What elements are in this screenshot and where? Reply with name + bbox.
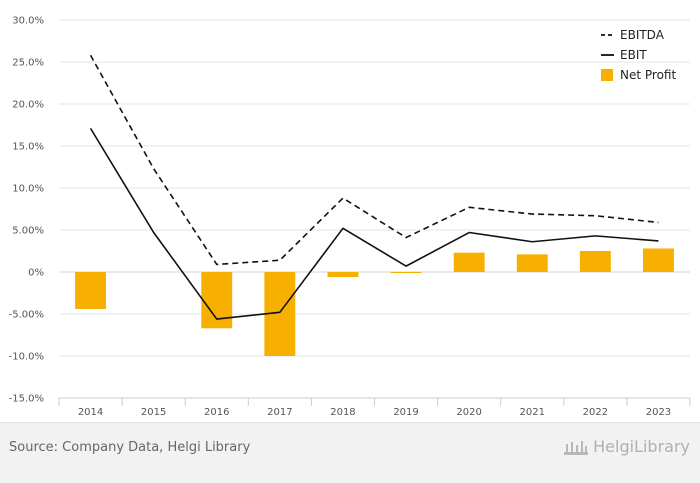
legend-swatch-net-profit (601, 69, 613, 81)
x-tick-label: 2017 (267, 407, 292, 418)
y-tick-label: 10.0% (12, 184, 44, 195)
y-axis: -15.0% -10.0% -5.00% 0% 5.00% 10.0% 15.0% 20.0%… (9, 16, 44, 405)
series-lines (89, 54, 659, 320)
library-building-icon (564, 440, 589, 455)
x-tick-label: 2019 (393, 407, 418, 418)
net-profit-bars (75, 248, 674, 356)
legend: EBITDA EBIT Net Profit (601, 28, 676, 82)
y-tick-label: 20.0% (12, 100, 44, 111)
x-tick-label: 2023 (646, 407, 671, 418)
helgi-library-logo: HelgiLibrary (563, 437, 690, 456)
legend-label-ebit: EBIT (620, 48, 647, 62)
x-tick-label: 2021 (520, 407, 545, 418)
x-axis: 2014 2015 2016 2017 2018 2019 2020 2021 2022 2023 (58, 397, 691, 418)
net-profit-bar (327, 272, 359, 278)
net-profit-bar (390, 272, 422, 273)
net-profit-bar (642, 248, 674, 272)
legend-label-ebitda: EBITDA (620, 28, 665, 42)
x-tick-label: 2020 (456, 407, 481, 418)
ebitda-line (89, 54, 659, 266)
y-tick-label: 30.0% (12, 16, 44, 27)
y-tick-label: -15.0% (9, 394, 44, 405)
net-profit-bar (579, 251, 611, 272)
net-profit-bar (516, 254, 548, 272)
footer: Source: Company Data, Helgi Library Helg… (0, 422, 700, 483)
y-tick-label: 0% (28, 268, 44, 279)
y-tick-label: 25.0% (12, 58, 44, 69)
source-note: Source: Company Data, Helgi Library (9, 440, 251, 455)
x-tick-label: 2022 (583, 407, 608, 418)
y-tick-label: 15.0% (12, 142, 44, 153)
chart: -15.0% -10.0% -5.00% 0% 5.00% 10.0% 15.0% 20.0%… (9, 16, 691, 418)
legend-label-net-profit: Net Profit (620, 68, 676, 82)
brand-name: HelgiLibrary (593, 437, 690, 456)
y-tick-label: 5.00% (12, 226, 44, 237)
x-tick-label: 2014 (78, 407, 103, 418)
x-tick-label: 2016 (204, 407, 229, 418)
x-tick-label: 2015 (141, 407, 166, 418)
net-profit-bar (75, 272, 107, 309)
ebit-line (89, 127, 659, 320)
x-tick-label: 2018 (330, 407, 355, 418)
net-profit-bar (453, 252, 485, 272)
y-tick-label: -10.0% (9, 352, 44, 363)
y-tick-label: -5.00% (9, 310, 44, 321)
grid-lines (59, 19, 690, 399)
